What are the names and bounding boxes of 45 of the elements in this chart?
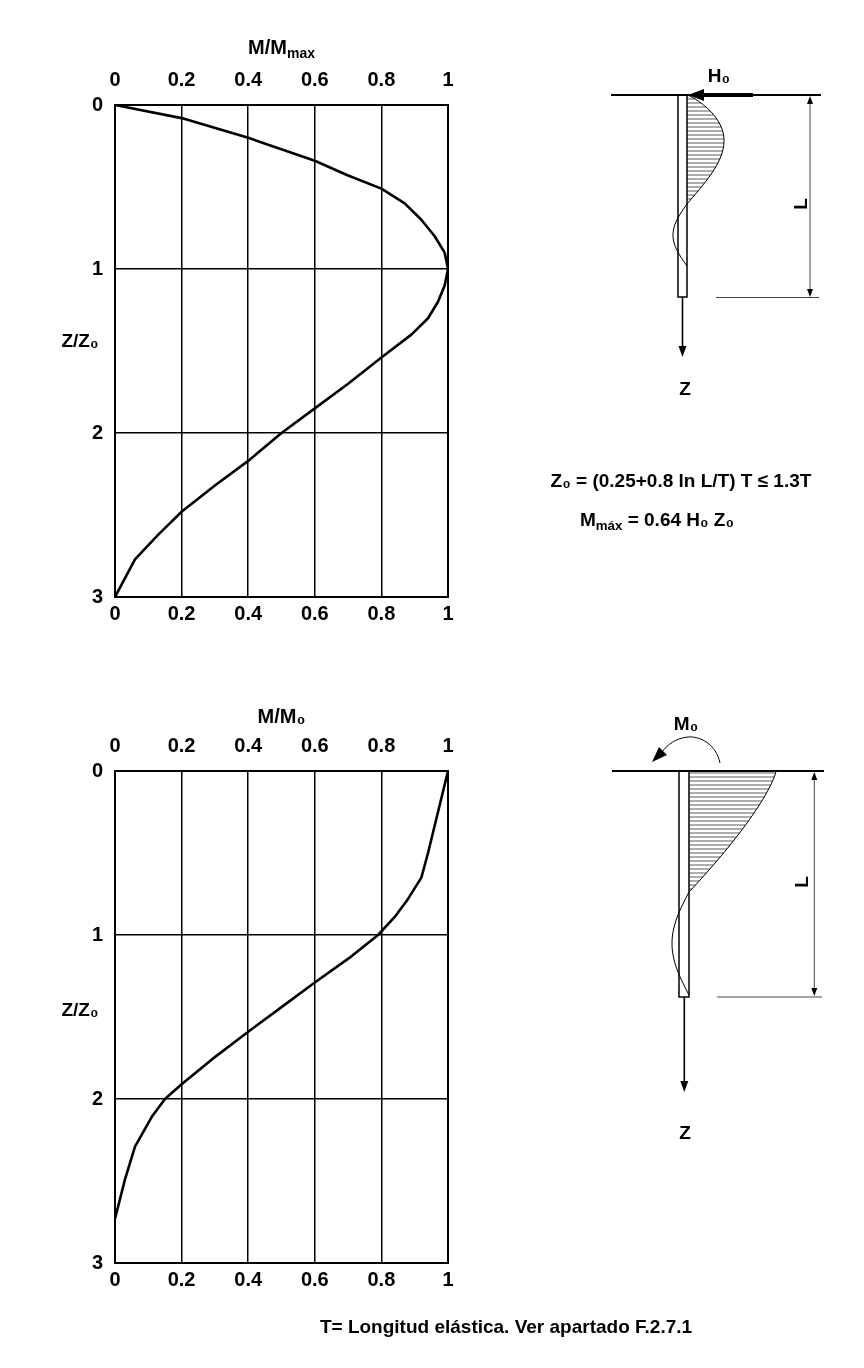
x2-tick-label: 0.8: [367, 67, 396, 90]
y-tick-label: 3: [91, 1250, 103, 1273]
x-tick-label: 1: [442, 601, 454, 624]
x-tick-label: 1: [442, 1267, 454, 1290]
x-tick-label: 0.4: [234, 1267, 263, 1290]
text: Z: [679, 1121, 691, 1144]
text: H₀: [707, 64, 731, 87]
y-tick-label: 1: [91, 922, 103, 945]
x-tick-label: 0: [109, 1267, 121, 1290]
x-tick-label: 0.2: [167, 1267, 196, 1290]
x-tick-label: 0.8: [367, 1267, 396, 1290]
y-tick-label: 0: [91, 92, 103, 115]
x2-tick-label: 1: [442, 733, 454, 756]
y-axis-title: Z/Z₀: [61, 998, 99, 1021]
text: Z: [679, 377, 691, 400]
x-tick-label: 0.8: [367, 601, 396, 624]
x2-tick-label: 1: [442, 67, 454, 90]
x2-tick-label: 0.2: [167, 733, 196, 756]
x-tick-label: 0.6: [300, 601, 329, 624]
x-tick-label: 0.2: [167, 601, 196, 624]
y-tick-label: 0: [91, 758, 103, 781]
x2-tick-label: 0.6: [300, 733, 329, 756]
text: M₀: [673, 712, 699, 735]
x-tick-label: 0.4: [234, 601, 263, 624]
x2-tick-label: 0.4: [234, 67, 263, 90]
x2-tick-label: 0.2: [167, 67, 196, 90]
text: Z₀ = (0.25+0.8 ln L/T) T ≤ 1.3T: [550, 469, 812, 492]
x2-tick-label: 0.6: [300, 67, 329, 90]
x2-axis-title: M/M$_{max}$: [248, 36, 315, 62]
y-tick-label: 2: [91, 420, 103, 443]
x2-tick-label: 0.8: [367, 733, 396, 756]
x2-tick-label: 0.4: [234, 733, 263, 756]
y-axis-title: Z/Z₀: [61, 329, 99, 352]
y-tick-label: 2: [91, 1086, 103, 1109]
text: L: [789, 198, 812, 210]
text: L: [790, 876, 813, 888]
text: M$_{máx}$ = 0.64 H₀ Z₀: [579, 508, 735, 533]
x-tick-label: 0.6: [300, 1267, 329, 1290]
x-tick-label: 0: [109, 601, 121, 624]
x2-axis-title: M/M₀: [257, 705, 306, 727]
x2-tick-label: 0: [109, 733, 121, 756]
text: T= Longitud elástica. Ver apartado F.2.7.1: [319, 1315, 693, 1338]
y-tick-label: 1: [91, 256, 103, 279]
y-tick-label: 3: [91, 584, 103, 607]
x2-tick-label: 0: [109, 67, 121, 90]
